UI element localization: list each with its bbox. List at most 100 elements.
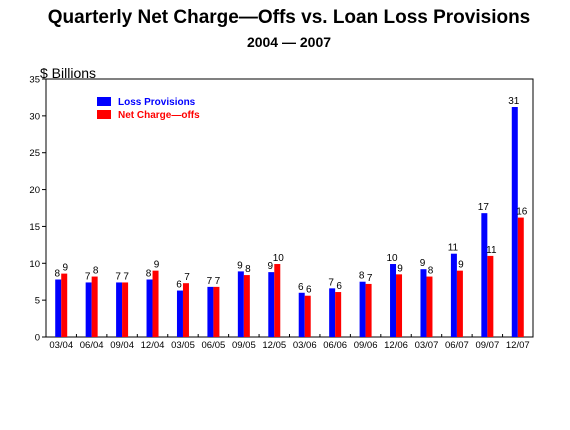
data-label-loss-provisions: 7 (115, 271, 121, 282)
data-label-loss-provisions: 7 (85, 271, 91, 282)
legend: Loss Provisions Net Charge—offs (97, 97, 200, 121)
x-tick-label: 03/06 (293, 340, 317, 351)
bar-net-charge-offs (365, 283, 372, 337)
bar-loss-provisions (450, 253, 457, 337)
bar-loss-provisions (176, 290, 183, 337)
legend-swatch-loss-provisions (97, 97, 111, 106)
bar-net-charge-offs (213, 286, 220, 337)
data-label-loss-provisions: 9 (268, 261, 274, 272)
data-label-net-charge-offs: 9 (397, 263, 403, 274)
data-label-net-charge-offs: 6 (336, 281, 342, 292)
bar-net-charge-offs (122, 282, 129, 337)
y-tick-label: 10 (29, 259, 40, 270)
bar-loss-provisions (55, 279, 62, 337)
data-label-net-charge-offs: 7 (184, 272, 190, 283)
data-label-loss-provisions: 7 (328, 277, 334, 288)
x-tick-label: 03/04 (49, 340, 73, 351)
x-tick-label: 09/04 (110, 340, 134, 351)
x-axis: 03/04 06/04 09/04 12/04 03/05 06/05 09/05 12/05… (49, 334, 534, 351)
bars (55, 107, 524, 337)
data-label-loss-provisions: 31 (508, 96, 520, 107)
data-label-loss-provisions: 17 (478, 202, 490, 213)
y-axis-unit-label: $ Billions (40, 65, 96, 81)
data-label-net-charge-offs: 9 (458, 260, 464, 271)
bar-net-charge-offs (517, 217, 524, 337)
data-label-net-charge-offs: 6 (306, 285, 312, 296)
x-tick-label: 09/06 (354, 340, 378, 351)
bar-loss-provisions (298, 292, 305, 337)
bar-net-charge-offs (182, 283, 189, 337)
data-label-net-charge-offs: 8 (245, 264, 251, 275)
bar-loss-provisions (511, 107, 518, 337)
bar-loss-provisions (116, 282, 123, 337)
data-label-net-charge-offs: 7 (215, 276, 221, 287)
x-tick-label: 12/05 (262, 340, 286, 351)
x-tick-label: 09/05 (232, 340, 256, 351)
bar-net-charge-offs (304, 295, 311, 337)
bar-net-charge-offs (396, 274, 403, 337)
y-tick-label: 5 (35, 296, 40, 307)
data-label-loss-provisions: 9 (237, 260, 243, 271)
bar-loss-provisions (359, 281, 366, 337)
bar-net-charge-offs (243, 275, 250, 337)
bar-loss-provisions (329, 288, 336, 337)
y-tick-label: 25 (29, 148, 40, 159)
bar-net-charge-offs (335, 292, 342, 337)
legend-swatch-net-charge-offs (97, 110, 111, 119)
data-label-loss-provisions: 9 (420, 258, 426, 269)
bar-loss-provisions (146, 279, 153, 337)
data-label-net-charge-offs: 7 (367, 273, 373, 284)
data-label-loss-provisions: 10 (386, 253, 398, 264)
data-label-net-charge-offs: 9 (62, 263, 68, 274)
bar-net-charge-offs (61, 273, 68, 337)
chart-subtitle: 2004 — 2007 (247, 34, 331, 50)
y-tick-label: 20 (29, 185, 40, 196)
y-tick-label: 35 (29, 75, 40, 86)
legend-label-loss-provisions: Loss Provisions (118, 97, 196, 108)
bar-net-charge-offs (152, 270, 159, 337)
x-tick-label: 03/07 (415, 340, 439, 351)
bar-net-charge-offs (274, 264, 281, 337)
y-axis: 0 5 10 15 20 25 30 35 (29, 75, 46, 344)
x-tick-label: 03/05 (171, 340, 195, 351)
data-label-net-charge-offs: 8 (93, 266, 99, 277)
bar-loss-provisions (481, 213, 488, 337)
x-tick-label: 12/06 (384, 340, 408, 351)
x-tick-label: 12/04 (141, 340, 165, 351)
x-tick-label: 12/07 (506, 340, 530, 351)
bar-loss-provisions (207, 286, 214, 337)
bar-loss-provisions (268, 272, 275, 337)
data-label-loss-provisions: 8 (146, 269, 152, 280)
y-tick-label: 30 (29, 111, 40, 122)
bar-net-charge-offs (487, 255, 494, 337)
data-label-net-charge-offs: 16 (516, 207, 528, 218)
bar-net-charge-offs (456, 270, 463, 337)
data-label-net-charge-offs: 11 (486, 245, 497, 256)
data-label-net-charge-offs: 9 (154, 260, 160, 271)
x-tick-label: 06/04 (80, 340, 104, 351)
data-label-net-charge-offs: 10 (273, 253, 285, 264)
bar-loss-provisions (420, 269, 427, 337)
x-tick-label: 09/07 (475, 340, 499, 351)
data-label-net-charge-offs: 7 (123, 271, 129, 282)
bar-net-charge-offs (426, 276, 433, 337)
data-label-net-charge-offs: 8 (428, 266, 434, 277)
data-label-loss-provisions: 7 (207, 276, 213, 287)
legend-label-net-charge-offs: Net Charge—offs (118, 110, 200, 121)
data-label-loss-provisions: 8 (359, 271, 365, 282)
data-label-loss-provisions: 11 (448, 243, 459, 254)
data-label-loss-provisions: 6 (176, 280, 182, 291)
bar-loss-provisions (237, 271, 244, 337)
chart-title: Quarterly Net Charge—Offs vs. Loan Loss … (48, 7, 531, 28)
y-tick-label: 0 (35, 333, 40, 344)
data-label-loss-provisions: 8 (54, 269, 60, 280)
x-tick-label: 06/05 (202, 340, 226, 351)
bar-net-charge-offs (91, 276, 98, 337)
bar-loss-provisions (85, 282, 92, 337)
bar-loss-provisions (390, 264, 397, 337)
x-tick-label: 06/06 (323, 340, 347, 351)
y-tick-label: 15 (29, 222, 40, 233)
data-label-loss-provisions: 6 (298, 282, 304, 293)
